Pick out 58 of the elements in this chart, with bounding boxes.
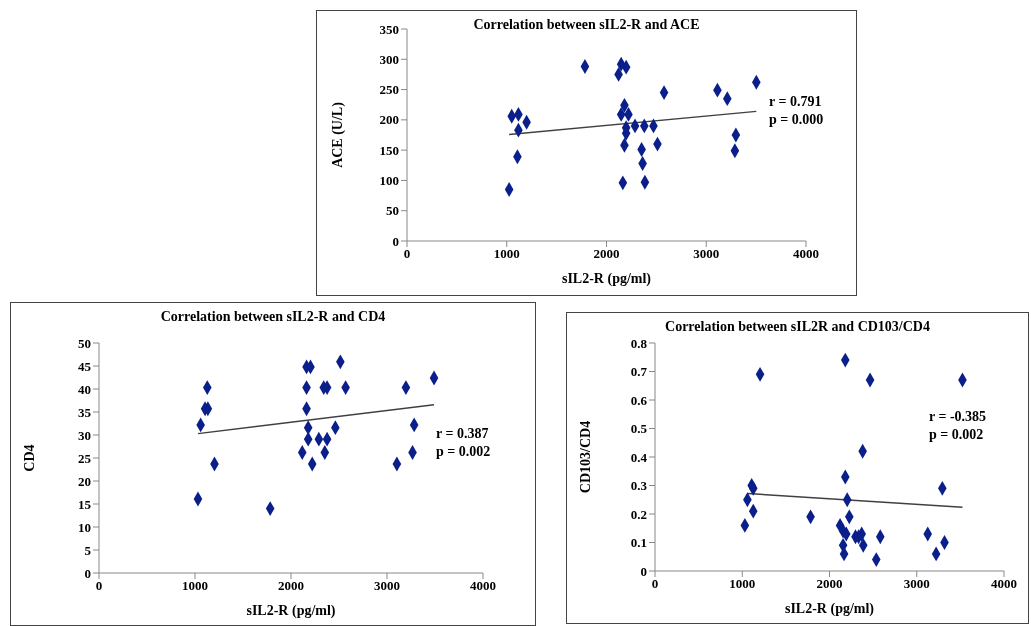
x-tick-label: 3000: [903, 576, 930, 592]
annotation: r = 0.791: [769, 93, 823, 111]
y-axis-title: ACE (U/L): [329, 101, 346, 168]
y-tick-label: 20: [78, 473, 91, 489]
chart-title: Correlation between sIL2-R and ACE: [473, 17, 700, 32]
y-axis-title: CD103/CD4: [577, 420, 593, 494]
y-axis-title: CD4: [21, 444, 37, 472]
x-tick-label: 2000: [816, 576, 843, 592]
y-tick-label: 5: [84, 542, 92, 558]
y-tick-label: 250: [379, 82, 399, 98]
y-tick-label: 0.8: [630, 335, 648, 351]
y-tick-label: 0.7: [630, 364, 648, 380]
y-tick-label: 40: [78, 381, 91, 397]
y-tick-label: 0: [640, 563, 647, 579]
y-tick-label: 0.4: [630, 449, 648, 465]
x-tick-label: 1000: [729, 576, 756, 592]
y-tick-label: 0.3: [630, 478, 648, 494]
y-tick-label: 0.6: [630, 392, 648, 408]
annotation: p = 0.002: [929, 426, 985, 444]
y-tick-label: 0: [84, 565, 91, 581]
y-tick-label: 0: [392, 233, 399, 249]
y-tick-label: 30: [78, 427, 91, 443]
chart-title: Correlation between sIL2R and CD103/CD4: [664, 319, 931, 335]
annotation: r = 0.387: [436, 425, 490, 443]
y-tick-label: 10: [78, 519, 91, 535]
y-tick-label: 45: [78, 358, 92, 374]
y-tick-label: 50: [386, 203, 399, 219]
x-tick-label: 0: [651, 576, 659, 592]
y-tick-label: 200: [379, 112, 399, 128]
y-tick-label: 100: [379, 173, 399, 189]
y-tick-label: 350: [379, 21, 399, 37]
y-tick-label: 150: [379, 142, 399, 158]
x-axis-title: sIL2-R (pg/ml): [784, 601, 875, 617]
x-axis-title: sIL2-R (pg/ml): [561, 271, 652, 287]
x-axis-title: sIL2-R (pg/ml): [246, 603, 336, 619]
x-tick-label: 0: [403, 246, 411, 262]
annotation: p = 0.000: [769, 111, 824, 129]
x-tick-label: 4000: [793, 246, 819, 262]
chart-title: Correlation between sIL2-R and CD4: [159, 309, 387, 325]
x-tick-label: 3000: [693, 246, 720, 262]
annotation: r = -0.385: [929, 408, 987, 426]
x-tick-label: 4000: [991, 576, 1017, 592]
x-tick-label: 0: [95, 578, 103, 594]
x-tick-label: 1000: [182, 578, 208, 594]
x-tick-label: 2000: [593, 246, 620, 262]
y-tick-label: 300: [379, 51, 399, 67]
x-tick-label: 2000: [278, 578, 304, 594]
annotation: p = 0.002: [436, 443, 491, 461]
x-tick-label: 3000: [374, 578, 400, 594]
y-tick-label: 25: [78, 450, 92, 466]
y-tick-label: 35: [78, 404, 92, 420]
x-tick-label: 4000: [470, 578, 496, 594]
y-tick-label: 0.5: [630, 421, 648, 437]
x-tick-label: 1000: [493, 246, 520, 262]
y-tick-label: 50: [78, 335, 91, 351]
y-tick-label: 0.2: [630, 506, 647, 522]
y-tick-label: 15: [78, 496, 92, 512]
y-tick-label: 0.1: [630, 535, 647, 551]
